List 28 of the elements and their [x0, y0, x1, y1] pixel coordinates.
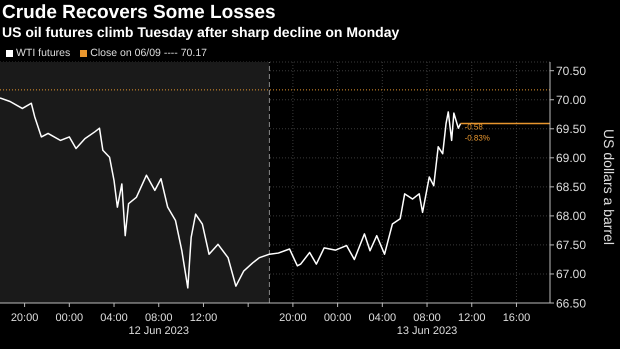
line-series — [0, 97, 462, 289]
chart-subtitle: US oil futures climb Tuesday after sharp decline on Monday — [2, 24, 400, 40]
y-tick-label: 68.00 — [556, 209, 586, 224]
x-tick-label: 08:00 12 Jun 2023 — [128, 312, 190, 337]
x-tick-label: 00:00 — [56, 312, 84, 324]
x-tick-label: 20:00 — [10, 312, 38, 324]
y-tick-label: 69.00 — [556, 151, 586, 166]
x-tick-label: 08:00 13 Jun 2023 — [396, 312, 458, 337]
x-tick-label: 12:00 — [458, 312, 486, 324]
y-tick-label: 70.00 — [556, 93, 586, 108]
x-tick-label: 04:00 — [368, 312, 396, 324]
annotation: -0.58 — [464, 122, 484, 132]
y-tick-label: 68.50 — [556, 180, 586, 194]
x-tick-label: 20:00 — [279, 312, 307, 324]
legend-label: WTI futures — [15, 47, 70, 59]
annotation: -0.83% — [464, 134, 490, 143]
legend-label: Close on 06/09 ---- 70.17 — [89, 47, 207, 59]
y-tick-label: 67.00 — [556, 267, 586, 282]
x-tick-label: 16:00 — [502, 312, 530, 324]
x-tick-label: 04:00 — [100, 312, 128, 324]
y-tick-label: 69.50 — [556, 122, 586, 136]
y-tick-label: 67.50 — [556, 238, 586, 252]
chart-title: Crude Recovers Some Losses — [2, 2, 276, 24]
x-tick-label: 00:00 — [324, 312, 352, 324]
y-tick-label: 66.50 — [556, 296, 586, 310]
x-tick-label: 12:00 — [190, 312, 218, 324]
y-tick-label: 70.50 — [556, 64, 586, 78]
y-axis-title: US dollars a barrel — [601, 129, 617, 245]
